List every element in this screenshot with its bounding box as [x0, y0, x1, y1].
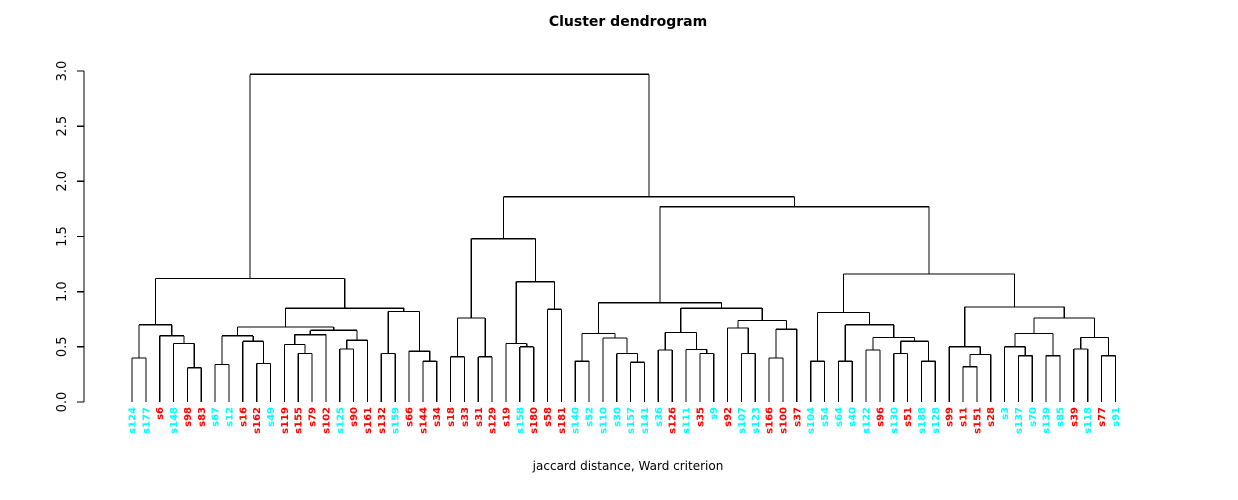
- leaf-label: s35: [695, 407, 706, 427]
- leaf-label: s99: [945, 407, 956, 427]
- leaf-label: s123: [751, 407, 762, 434]
- leaf-label: s28: [986, 407, 997, 427]
- leaf-label: s102: [321, 407, 332, 434]
- leaf-label: s161: [363, 407, 374, 434]
- leaf-label: s157: [626, 407, 637, 434]
- leaf-label: s140: [571, 407, 582, 434]
- leaf-label: s126: [668, 407, 679, 434]
- leaf-label: s83: [197, 407, 208, 427]
- leaf-label: s181: [557, 407, 568, 434]
- leaf-label: s52: [585, 407, 596, 427]
- leaf-label: s155: [294, 407, 305, 434]
- leaf-label: s85: [1055, 407, 1066, 427]
- leaf-label: s79: [308, 407, 319, 427]
- leaf-label: s54: [820, 407, 831, 427]
- leaf-label: s180: [529, 407, 540, 434]
- leaf-label: s12: [224, 407, 235, 427]
- y-tick-label: 2.5: [55, 116, 70, 137]
- leaf-label: s162: [252, 407, 263, 434]
- x-axis-caption: jaccard distance, Ward criterion: [532, 459, 724, 473]
- leaf-label: s40: [848, 407, 859, 427]
- leaf-label: s90: [349, 407, 360, 427]
- leaf-label: s119: [280, 407, 291, 434]
- leaf-label: s188: [917, 407, 928, 434]
- leaf-label: s92: [723, 407, 734, 427]
- leaf-label: s107: [737, 407, 748, 434]
- y-tick-label: 3.0: [55, 61, 70, 82]
- leaf-label: s132: [377, 407, 388, 434]
- leaf-label: s11: [959, 407, 970, 427]
- leaf-label: s39: [1069, 407, 1080, 427]
- leaf-label: s96: [875, 407, 886, 427]
- leaf-label: s158: [515, 407, 526, 434]
- leaf-label: s58: [543, 407, 554, 427]
- leaf-label: s19: [501, 407, 512, 427]
- leaf-label: s130: [889, 407, 900, 434]
- leaf-label: s125: [335, 407, 346, 434]
- leaf-label: s122: [862, 407, 873, 434]
- leaf-label: s124: [128, 407, 139, 434]
- y-tick-label: 0.5: [55, 336, 70, 357]
- leaf-label: s137: [1014, 407, 1025, 434]
- leaf-label: s9: [709, 407, 720, 420]
- leaf-label: s128: [931, 407, 942, 434]
- leaf-label: s177: [141, 407, 152, 434]
- y-tick-label: 0.0: [55, 392, 70, 413]
- leaf-label: s37: [792, 407, 803, 427]
- leaf-label: s100: [778, 407, 789, 434]
- leaf-label: s16: [238, 407, 249, 427]
- leaf-label: s33: [460, 407, 471, 427]
- leaf-label: s70: [1028, 407, 1039, 427]
- leaf-label: s151: [972, 407, 983, 434]
- leaf-label: s129: [488, 407, 499, 434]
- leaf-labels: s124 s177 s6 s148 s98 s83 s67 s12 s16 s162 s49 s119…: [128, 407, 1122, 434]
- leaf-label: s104: [806, 407, 817, 434]
- leaf-label: s18: [446, 407, 457, 427]
- dendrogram-tree: [131, 73, 1116, 402]
- leaf-label: s91: [1111, 407, 1122, 427]
- leaf-label: s111: [682, 407, 693, 434]
- leaf-label: s49: [266, 407, 277, 427]
- leaf-label: s98: [183, 407, 194, 427]
- leaf-label: s110: [598, 407, 609, 434]
- leaf-label: s36: [654, 407, 665, 427]
- leaf-label: s166: [765, 407, 776, 434]
- leaf-label: s34: [432, 407, 443, 427]
- leaf-label: s51: [903, 407, 914, 427]
- y-tick-label: 1.0: [55, 281, 70, 302]
- leaf-label: s67: [211, 407, 222, 427]
- leaf-label: s64: [834, 407, 845, 427]
- leaf-label: s159: [391, 407, 402, 434]
- leaf-label: s30: [612, 407, 623, 427]
- leaf-label: s31: [474, 407, 485, 427]
- leaf-label: s139: [1042, 407, 1053, 434]
- leaf-label: s3: [1000, 407, 1011, 420]
- y-axis: 0.0 0.5 1.0 1.5 2.0 2.5 3.0: [55, 61, 85, 413]
- leaf-label: s118: [1083, 407, 1094, 434]
- leaf-label: s148: [169, 407, 180, 434]
- leaf-label: s141: [640, 407, 651, 434]
- chart-title: Cluster dendrogram: [548, 14, 708, 30]
- leaf-label: s77: [1097, 407, 1108, 427]
- leaf-label: s144: [418, 407, 429, 434]
- leaf-label: s6: [155, 407, 166, 420]
- y-tick-label: 1.5: [55, 226, 70, 247]
- y-tick-label: 2.0: [55, 171, 70, 192]
- leaf-label: s66: [405, 407, 416, 427]
